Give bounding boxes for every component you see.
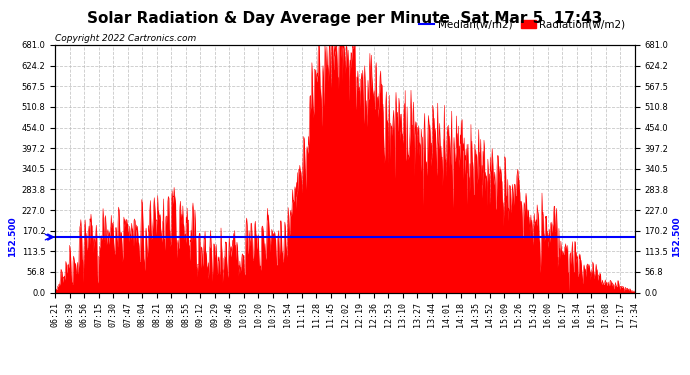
Text: Solar Radiation & Day Average per Minute  Sat Mar 5  17:43: Solar Radiation & Day Average per Minute…: [88, 11, 602, 26]
Text: Copyright 2022 Cartronics.com: Copyright 2022 Cartronics.com: [55, 33, 197, 42]
Legend: Median(w/m2), Radiation(w/m2): Median(w/m2), Radiation(w/m2): [415, 15, 629, 34]
Text: 152.500: 152.500: [673, 217, 682, 257]
Text: 152.500: 152.500: [8, 217, 17, 257]
